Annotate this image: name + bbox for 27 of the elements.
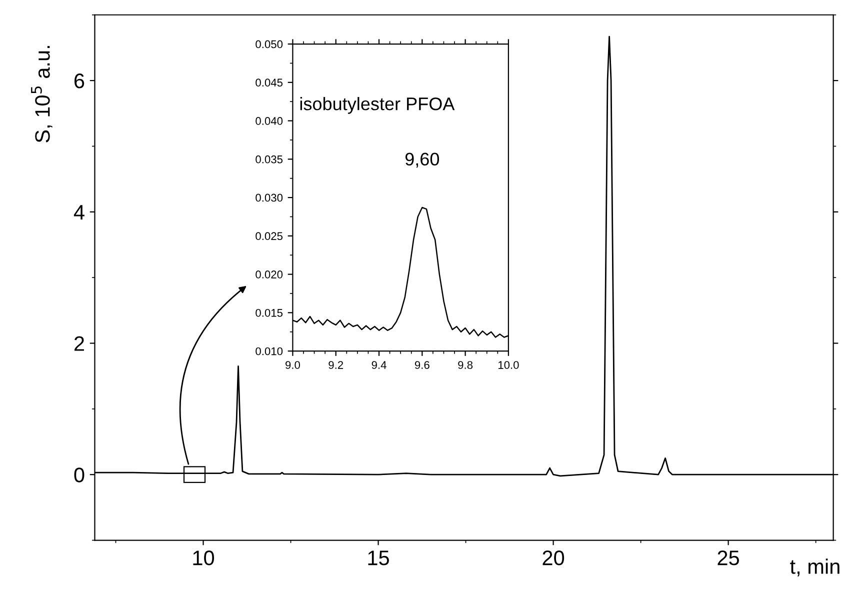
y-tick-label: 0.040	[256, 117, 283, 125]
y-tick-label: 0	[74, 468, 84, 482]
x-tick-label: 10.0	[498, 361, 519, 369]
x-tick-label: 9.6	[414, 361, 430, 369]
x-tick-label: 9.2	[328, 361, 344, 369]
x-tick-label: 10	[193, 550, 214, 566]
y-tick-label: 2	[74, 336, 84, 351]
y-tick-label: 0.025	[256, 232, 283, 240]
y-tick-label: 0.045	[256, 78, 283, 87]
x-tick-label: 25	[718, 550, 740, 566]
y-tick-label: 0.035	[256, 155, 283, 164]
y-tick-label: 0.015	[256, 308, 283, 317]
y-tick-label: 6	[74, 74, 84, 88]
y-tick-label: 0.050	[256, 40, 283, 48]
annotation: 9,60	[405, 152, 440, 168]
x-tick-label: 20	[542, 550, 564, 566]
x-tick-label: 15	[368, 550, 389, 566]
y-tick-label: 4	[74, 205, 84, 220]
y-tick-label: 0.030	[256, 194, 283, 202]
x-axis-title: t, min	[790, 558, 840, 576]
x-tick-label: 9.8	[458, 361, 473, 369]
annotation: isobutylester PFOA	[300, 97, 455, 114]
y-tick-label: 0.020	[256, 270, 283, 278]
x-tick-label: 9.0	[286, 361, 300, 369]
y-tick-label: 0.010	[256, 347, 283, 356]
x-tick-label: 9.4	[372, 361, 386, 369]
y-axis-title: S, 10$^{5}$ a.u.	[31, 46, 52, 142]
